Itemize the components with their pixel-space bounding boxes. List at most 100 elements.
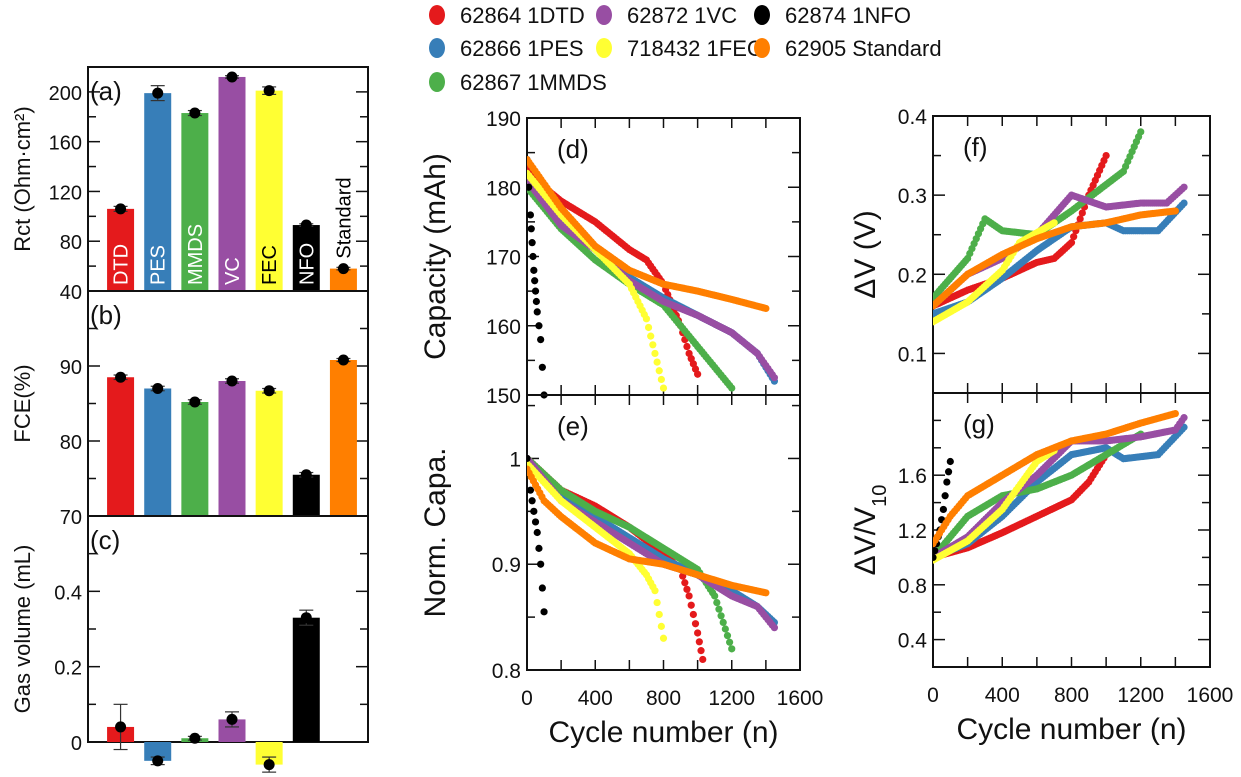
data-point — [715, 605, 723, 613]
bar-standard — [329, 360, 357, 516]
data-point — [717, 612, 725, 620]
data-point — [933, 546, 939, 555]
y-tick-label: 80 — [60, 232, 82, 254]
legend-marker-vc — [596, 5, 612, 25]
mean-marker-pes — [152, 87, 164, 99]
mean-marker-vc — [226, 71, 238, 83]
data-point — [762, 304, 770, 313]
data-point — [657, 375, 665, 384]
data-point — [939, 505, 947, 514]
mean-marker-fec — [263, 85, 275, 97]
data-point — [697, 647, 705, 655]
bar-dtd — [107, 377, 135, 516]
y-tick-label: 1.2 — [898, 520, 927, 543]
data-point — [531, 518, 540, 526]
x-tick-label: 400 — [985, 684, 1020, 707]
x-tick-label: 1600 — [1187, 684, 1234, 707]
data-point — [933, 553, 937, 561]
y-axis-label-text: ΔV/V — [849, 507, 882, 575]
data-point — [762, 589, 770, 597]
data-point — [657, 622, 665, 630]
bar-label-nfo: NFO — [296, 243, 318, 285]
y-tick-label: 1 — [509, 448, 521, 471]
x-tick-label: 1600 — [777, 687, 824, 710]
data-point — [533, 528, 541, 537]
data-point — [944, 468, 953, 476]
series-standard — [527, 465, 770, 597]
bar-label-standard: Standard — [333, 177, 355, 258]
data-point — [532, 297, 540, 306]
x-axis-label: Cycle number (n) — [956, 713, 1186, 746]
y-tick-label: 0.1 — [898, 343, 927, 366]
series-group — [933, 128, 1188, 326]
y-tick-label: 190 — [486, 108, 521, 131]
mean-marker-nfo — [300, 469, 312, 481]
y-tick-label: 0.4 — [898, 106, 928, 129]
panel-label: (a) — [90, 76, 122, 106]
legend-label-pes: 62866 1PES — [460, 36, 584, 61]
data-point — [535, 322, 543, 330]
y-tick-label: 150 — [486, 385, 521, 408]
data-point — [689, 610, 697, 619]
data-point — [535, 544, 543, 552]
legend-label-mmds: 62867 1MMDS — [460, 70, 607, 95]
data-point — [527, 183, 533, 191]
data-point — [527, 454, 531, 463]
data-point — [537, 560, 545, 568]
panel-c: 0 0.2 0.4 (c) Gas volume (mL) — [10, 515, 369, 773]
y-tick-label: 160 — [49, 133, 82, 155]
data-point — [659, 634, 668, 642]
legend-label-standard: 62905 Standard — [785, 36, 942, 61]
data-point — [531, 287, 540, 295]
y-axis-label: Rct (Ohm·cm²) — [10, 106, 35, 251]
bar-label-vc: VC — [222, 257, 244, 285]
bar-fec — [255, 742, 283, 765]
mean-marker-vc — [226, 713, 238, 725]
bar-mmds — [181, 113, 209, 292]
data-point — [1180, 199, 1188, 207]
data-point — [695, 638, 703, 646]
legend-marker-dtd — [429, 5, 445, 25]
y-axis-label-text: Rct (Ohm·cm²) — [10, 106, 35, 251]
data-point — [694, 629, 702, 637]
data-point — [527, 225, 535, 233]
bar-label-fec: FEC — [259, 245, 281, 285]
data-point — [644, 323, 653, 332]
data-point — [1180, 414, 1188, 422]
x-tick-label: 800 — [1054, 684, 1089, 707]
y-tick-label: 170 — [486, 247, 521, 270]
y-tick-label: 200 — [49, 83, 82, 105]
legend-label-nfo: 62874 1NFO — [785, 3, 911, 28]
data-point — [941, 492, 949, 500]
data-point — [528, 497, 536, 505]
legend: 62864 1DTD 62866 1PES 62867 1MMDS 62872 1VC… — [429, 3, 942, 95]
y-tick-label: 0.3 — [898, 185, 927, 208]
x-tick-label: 1200 — [708, 687, 755, 710]
y-tick-label: 40 — [60, 282, 82, 304]
data-point — [642, 315, 651, 323]
panel-d: 150 160 170 180 190 (d) Capacity (mAh) — [419, 108, 801, 408]
data-point — [726, 638, 734, 646]
bar-label-dtd: DTD — [111, 244, 133, 285]
x-tick-label: 1200 — [1117, 684, 1164, 707]
y-tick-label: 0 — [71, 733, 82, 755]
panel-a: 40 80 120 160 200 (a) Rct (Ohm·cm²) DTD PES MMDS V… — [10, 66, 369, 304]
y-tick-label: 160 — [486, 316, 521, 339]
data-point — [691, 620, 700, 628]
series-standard — [933, 409, 1179, 548]
data-point — [770, 374, 779, 382]
legend-marker-fec — [596, 38, 612, 58]
data-point — [537, 336, 545, 344]
data-point — [540, 608, 548, 616]
data-point — [530, 266, 538, 274]
data-point — [770, 624, 779, 632]
data-point — [538, 363, 546, 371]
y-tick-label: 1.6 — [898, 465, 927, 488]
legend-marker-nfo — [754, 5, 770, 25]
y-tick-label: 0.9 — [492, 554, 521, 577]
panel-label: (b) — [90, 300, 122, 330]
bar-nfo — [292, 617, 320, 742]
data-point — [659, 384, 668, 392]
panel-b: 70 80 90 (b) FCE(%) — [10, 290, 369, 529]
